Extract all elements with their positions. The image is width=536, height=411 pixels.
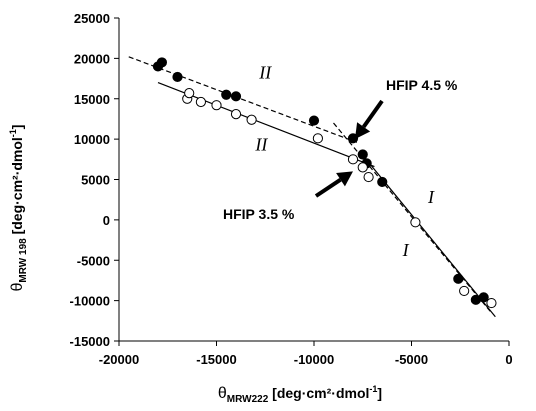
open-data-point bbox=[459, 285, 470, 297]
y-axis-title-subscript: MRW 198 bbox=[18, 238, 29, 283]
open-data-point bbox=[195, 96, 206, 108]
y-tick-label: -15000 bbox=[70, 334, 110, 349]
region-label: II bbox=[254, 134, 268, 154]
arrow-shaft bbox=[361, 99, 384, 129]
annotation-label: HFIP 3.5 % bbox=[223, 206, 295, 222]
x-axis-title-close: ] bbox=[377, 385, 382, 401]
annotation-label: HFIP 4.5 % bbox=[386, 77, 458, 93]
y-tick-label: 0 bbox=[103, 213, 110, 228]
filled-data-point bbox=[377, 176, 388, 188]
open-data-point bbox=[347, 154, 359, 165]
arrow-shaft bbox=[314, 178, 342, 198]
x-tick-label: -20000 bbox=[99, 352, 139, 367]
region-label: II bbox=[258, 63, 272, 83]
arrow-head bbox=[354, 122, 371, 140]
filled-data-point bbox=[172, 71, 183, 83]
open-data-point bbox=[230, 108, 242, 120]
y-axis-title: θMRW 198 [deg·cm²·dmol-1] bbox=[8, 125, 29, 292]
y-tick-label: 25000 bbox=[74, 11, 110, 26]
data-points bbox=[152, 57, 497, 309]
y-tick-label: -10000 bbox=[70, 294, 110, 309]
y-tick-label: -5000 bbox=[77, 253, 110, 268]
dashed-fit-line bbox=[128, 56, 358, 143]
open-data-point bbox=[184, 87, 195, 99]
filled-data-point bbox=[230, 91, 242, 102]
filled-data-point bbox=[156, 57, 167, 68]
axes: -20000 -15000 -10000 -5000 0 -15000 -10000 -50… bbox=[70, 11, 513, 367]
open-data-point bbox=[363, 171, 374, 183]
y-tick-label: 5000 bbox=[81, 173, 110, 188]
open-data-point bbox=[312, 133, 323, 144]
y-axis-title-symbol: θ bbox=[9, 282, 26, 291]
open-data-point bbox=[357, 162, 368, 173]
filled-data-point bbox=[308, 115, 320, 126]
x-axis-title-unit: [deg·cm²·dmol bbox=[268, 385, 369, 401]
filled-data-point bbox=[478, 292, 489, 303]
x-axis-title-sup: -1 bbox=[369, 384, 377, 394]
x-ticks: -20000 -15000 -10000 -5000 0 bbox=[99, 341, 513, 367]
y-ticks: -15000 -10000 -5000 0 5000 10000 15000 20000 250… bbox=[70, 11, 119, 349]
y-axis-title-unit: [deg·cm²·dmol bbox=[9, 137, 25, 238]
region-label: I bbox=[427, 187, 435, 207]
open-data-point bbox=[486, 297, 497, 309]
x-tick-label: -15000 bbox=[196, 352, 236, 367]
filled-data-point bbox=[347, 133, 359, 144]
x-axis-title-symbol: θ bbox=[218, 385, 227, 402]
y-tick-label: 15000 bbox=[74, 92, 110, 107]
dashed-fit-line bbox=[333, 122, 492, 314]
open-data-point bbox=[410, 217, 421, 228]
y-axis-title-close: ] bbox=[9, 125, 25, 130]
solid-fit-line bbox=[157, 82, 375, 168]
filled-data-point bbox=[221, 89, 232, 100]
filled-data-point bbox=[357, 149, 368, 160]
x-axis-title-subscript: MRW222 bbox=[227, 394, 269, 405]
open-data-point bbox=[246, 114, 257, 125]
x-tick-label: -5000 bbox=[395, 352, 428, 367]
y-axis-title-sup: -1 bbox=[8, 129, 18, 137]
y-tick-label: 20000 bbox=[74, 51, 110, 66]
arrow-head bbox=[336, 171, 353, 187]
x-axis-title: θMRW222 [deg·cm²·dmol-1] bbox=[218, 384, 382, 405]
x-tick-label: 0 bbox=[505, 352, 512, 367]
region-label: I bbox=[402, 240, 410, 260]
y-tick-label: 10000 bbox=[74, 132, 110, 147]
open-data-point bbox=[211, 100, 222, 111]
x-tick-label: -10000 bbox=[294, 352, 334, 367]
filled-data-point bbox=[453, 273, 464, 284]
